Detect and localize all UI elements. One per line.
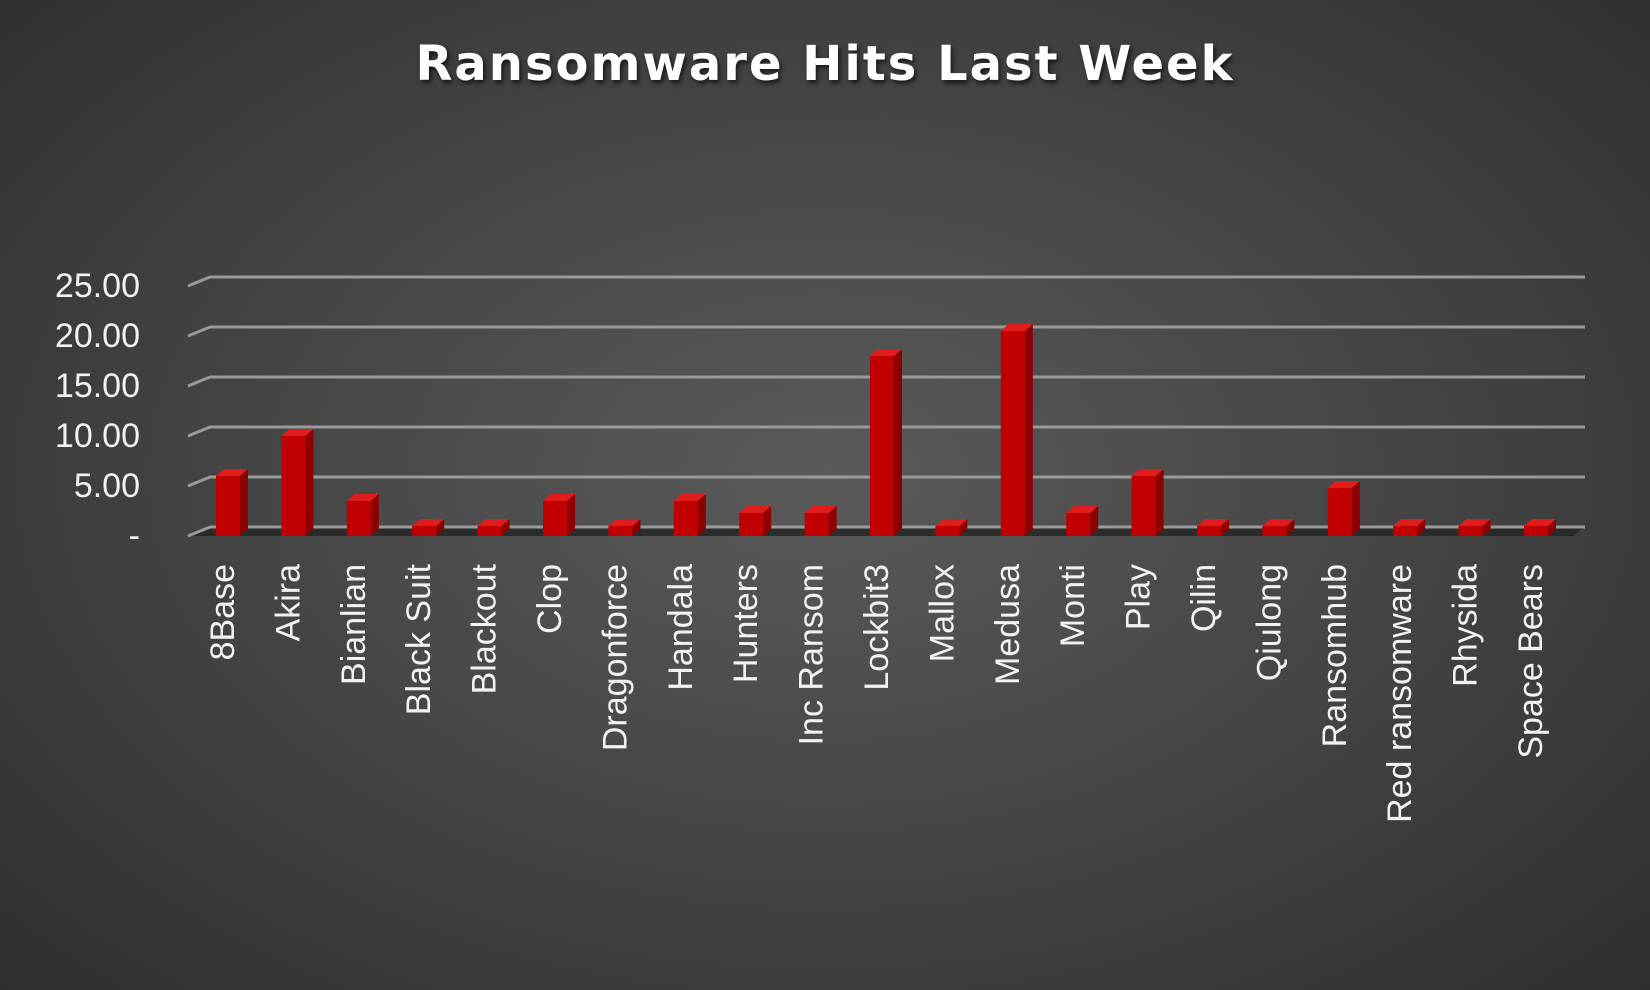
bar (1197, 526, 1221, 536)
x-tick-label: Monti (1054, 564, 1092, 647)
bar (1262, 526, 1287, 536)
gridline (187, 375, 1585, 388)
bar (1131, 476, 1156, 536)
bar-top (1524, 519, 1556, 526)
x-tick-label: Blackout (466, 563, 504, 694)
bar (870, 356, 894, 536)
bar-side (1221, 519, 1229, 536)
bar (1524, 526, 1548, 536)
bar (608, 526, 633, 536)
bar-side (1286, 519, 1295, 536)
bar-top (608, 519, 641, 526)
bar-top (673, 494, 706, 501)
bar (1066, 513, 1091, 536)
bar-top (1197, 519, 1229, 526)
y-tick-label: 20.00 (55, 317, 140, 355)
bar (216, 476, 240, 536)
bar-side (632, 519, 641, 536)
bar (739, 513, 764, 536)
bar (1000, 331, 1025, 536)
bar (1327, 488, 1352, 536)
bar-top (1458, 519, 1491, 526)
bar-side (567, 494, 575, 536)
bar-side (959, 519, 968, 536)
y-tick-label: 10.00 (55, 417, 140, 455)
x-tick-label: Clop (531, 564, 569, 634)
bar-side (305, 429, 314, 536)
bar-side (240, 469, 248, 536)
bar-side (1155, 469, 1164, 536)
gridline (187, 525, 1585, 538)
bar-side (1417, 519, 1426, 536)
chart-title: Ransomware Hits Last Week (415, 36, 1235, 92)
bar-top (281, 429, 314, 436)
y-tick-label: - (129, 517, 140, 555)
x-tick-label: Bianlian (335, 564, 373, 685)
bar-top (1066, 506, 1099, 513)
bar-side (370, 494, 379, 536)
bar-side (894, 349, 902, 536)
bar-top (1393, 519, 1426, 526)
x-tick-label: Medusa (989, 564, 1027, 685)
bar (477, 526, 502, 536)
bar-side (1024, 324, 1033, 536)
x-tick-label: Hunters (727, 564, 765, 683)
gridline (187, 425, 1585, 438)
bar-side (1351, 481, 1360, 536)
bar-top (346, 494, 379, 501)
x-tick-label: Mallox (923, 564, 961, 662)
bar (673, 501, 698, 536)
bar-top (804, 506, 837, 513)
bar-top (1327, 481, 1360, 488)
bar-top (216, 469, 248, 476)
bar-side (763, 506, 772, 536)
bar-top (412, 519, 445, 526)
bar (346, 501, 371, 536)
bar-side (1090, 506, 1099, 536)
x-tick-label: Rhysida (1447, 564, 1485, 687)
bar-side (501, 519, 510, 536)
x-tick-label: Inc Ransom (793, 564, 831, 745)
bar-side (697, 494, 706, 536)
x-tick-label: Black Suit (400, 563, 438, 715)
y-tick-label: 5.00 (74, 467, 140, 505)
x-tick-label: Lockbit3 (858, 564, 896, 691)
x-tick-label: Qiulong (1250, 564, 1288, 681)
x-tick-label: Handala (662, 564, 700, 691)
bar-top (870, 349, 902, 356)
bar-side (1548, 519, 1556, 536)
bar (804, 513, 829, 536)
bar-top (1000, 324, 1033, 331)
bar (281, 436, 306, 536)
bar (1458, 526, 1483, 536)
x-tick-label: Play (1120, 564, 1158, 630)
bar-side (436, 519, 445, 536)
bar-side (828, 506, 837, 536)
x-tick-label: Space Bears (1512, 564, 1550, 759)
x-tick-label: 8Base (204, 564, 242, 660)
bar (412, 526, 437, 536)
bar (543, 501, 567, 536)
x-tick-label: Akira (269, 564, 307, 642)
x-tick-label: Dragonforce (596, 564, 634, 751)
bar-top (739, 506, 772, 513)
bar-top (935, 519, 968, 526)
x-tick-label: Ransomhub (1316, 564, 1354, 747)
bar-top (1131, 469, 1164, 476)
gridline (187, 275, 1585, 288)
bar (935, 526, 960, 536)
bar-side (1482, 519, 1491, 536)
bar-top (477, 519, 510, 526)
gridline (187, 325, 1585, 338)
y-tick-label: 15.00 (55, 367, 140, 405)
bar (1393, 526, 1418, 536)
x-tick-label: Qilin (1185, 564, 1223, 632)
bar-top (543, 494, 575, 501)
x-tick-label: Red ransomware (1381, 564, 1419, 823)
gridline (187, 475, 1585, 488)
bar-top (1262, 519, 1295, 526)
y-tick-label: 25.00 (55, 267, 140, 305)
